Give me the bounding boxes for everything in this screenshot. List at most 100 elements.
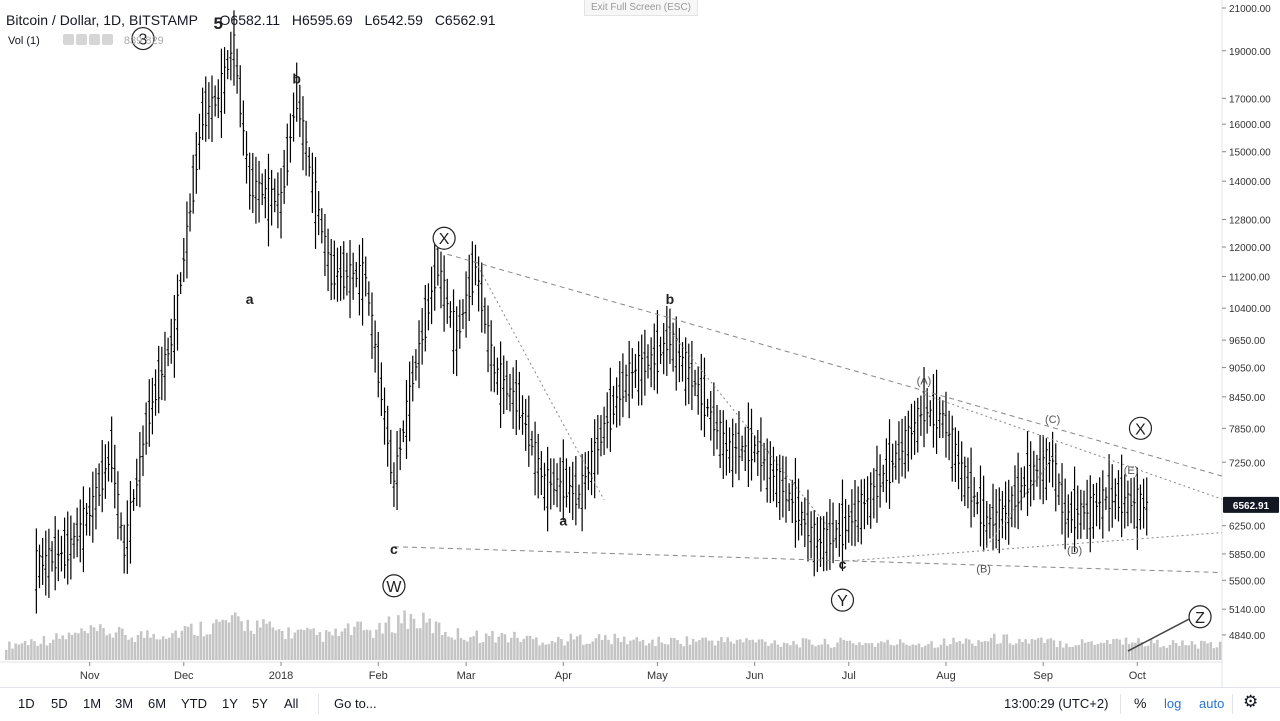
volume-bar — [826, 644, 830, 660]
volume-bar — [422, 612, 425, 660]
goto-button[interactable]: Go to... — [334, 696, 377, 711]
tf-1m[interactable]: 1M — [83, 696, 102, 711]
volume-bar — [961, 643, 965, 660]
volume-bar — [563, 645, 566, 660]
volume-bar — [95, 631, 99, 660]
close-icon[interactable] — [88, 34, 100, 45]
volume-bar — [428, 618, 431, 660]
log-toggle[interactable]: log — [1164, 696, 1182, 711]
tf-6m[interactable]: 6M — [148, 696, 167, 711]
volume-bar — [1140, 642, 1143, 660]
volume-bar — [839, 637, 842, 660]
wave-circle — [131, 26, 155, 51]
y-tick-label: 19000.00 — [1229, 47, 1271, 58]
volume-bar — [296, 629, 300, 660]
eye-icon[interactable] — [62, 34, 74, 45]
volume-bar — [638, 641, 642, 660]
volume-bar — [679, 643, 682, 660]
volume-bar — [619, 642, 623, 660]
volume-bar — [635, 637, 638, 660]
exit-fullscreen-button[interactable]: Exit Full Screen (ESC) — [584, 0, 698, 16]
y-tick-label: 15000.00 — [1229, 148, 1271, 159]
volume-legend: Vol (1) 839 829 — [8, 34, 164, 48]
volume-bar — [1074, 645, 1078, 660]
volume-bar — [1018, 638, 1021, 660]
symbol-title[interactable]: Bitcoin / Dollar, 1D, BITSTAMP — [6, 12, 198, 28]
tf-3m[interactable]: 3M — [115, 696, 134, 711]
volume-bar — [45, 645, 49, 660]
volume-bar — [64, 639, 68, 660]
volume-bar — [829, 647, 833, 660]
volume-bar — [977, 640, 980, 660]
volume-bar — [814, 646, 817, 660]
volume-bar — [723, 642, 726, 660]
volume-bar — [764, 641, 767, 660]
y-tick-label: 14000.00 — [1229, 177, 1271, 188]
volume-bar — [867, 643, 871, 660]
open-value: O6582.11 — [219, 12, 281, 28]
volume-bar — [74, 632, 77, 660]
volume-bar — [597, 634, 601, 660]
volume-label[interactable]: Vol (1) — [8, 34, 40, 47]
y-tick-label: 12000.00 — [1229, 243, 1271, 254]
volume-bar — [208, 634, 212, 660]
volume-bar — [983, 641, 987, 660]
volume-bar — [353, 626, 356, 660]
volume-bar — [610, 644, 613, 660]
tf-1d[interactable]: 1D — [18, 696, 35, 711]
volume-bar — [823, 638, 827, 660]
volume-bar — [1215, 647, 1219, 660]
y-tick-label: 21000.00 — [1229, 4, 1271, 15]
volume-bar — [939, 644, 943, 660]
volume-bar — [873, 646, 877, 660]
volume-bar — [993, 633, 996, 660]
volume-bar — [726, 637, 729, 660]
tf-5y[interactable]: 5Y — [252, 696, 268, 711]
volume-bar — [704, 637, 707, 660]
volume-bar — [259, 627, 262, 660]
gear-icon[interactable] — [75, 34, 87, 45]
volume-bar — [158, 639, 162, 660]
volume-bar — [967, 639, 971, 660]
volume-bar — [1209, 642, 1212, 660]
volume-bar — [980, 641, 983, 660]
volume-bar — [262, 619, 265, 660]
volume-bar — [553, 642, 557, 660]
tf-1y[interactable]: 1Y — [222, 696, 238, 711]
close-value: C6562.91 — [434, 12, 496, 28]
volume-bar — [1055, 647, 1059, 660]
volume-bar — [26, 645, 30, 660]
volume-bar — [801, 638, 805, 660]
volume-bar — [1152, 643, 1156, 660]
volume-bar — [1190, 641, 1194, 660]
volume-bar — [1080, 639, 1084, 660]
trendline — [669, 331, 831, 530]
volume-bar — [387, 616, 391, 660]
more-icon[interactable] — [101, 34, 113, 45]
volume-bar — [80, 628, 83, 660]
volume-bar — [911, 644, 914, 660]
volume-bar — [578, 634, 582, 660]
volume-bar — [456, 628, 460, 660]
volume-bar — [654, 645, 657, 660]
volume-bar — [52, 639, 55, 660]
percent-toggle[interactable]: % — [1134, 695, 1147, 711]
volume-bar — [663, 643, 667, 660]
gear-icon[interactable]: ⚙ — [1243, 692, 1259, 711]
volume-bar — [1033, 639, 1037, 660]
volume-bar — [648, 643, 651, 660]
volume-bar — [889, 644, 893, 660]
auto-toggle[interactable]: auto — [1199, 696, 1225, 711]
volume-bar — [437, 622, 441, 660]
volume-bar — [974, 645, 977, 660]
tf-5d[interactable]: 5D — [51, 696, 68, 711]
tf-ytd[interactable]: YTD — [181, 696, 207, 711]
volume-bar — [952, 637, 955, 660]
tf-all[interactable]: All — [284, 696, 299, 711]
volume-bar — [936, 647, 940, 660]
volume-bar — [1178, 645, 1181, 660]
volume-bar — [240, 621, 243, 660]
clock-display[interactable]: 13:00:29 (UTC+2) — [1004, 696, 1109, 711]
volume-bar — [1008, 643, 1012, 660]
